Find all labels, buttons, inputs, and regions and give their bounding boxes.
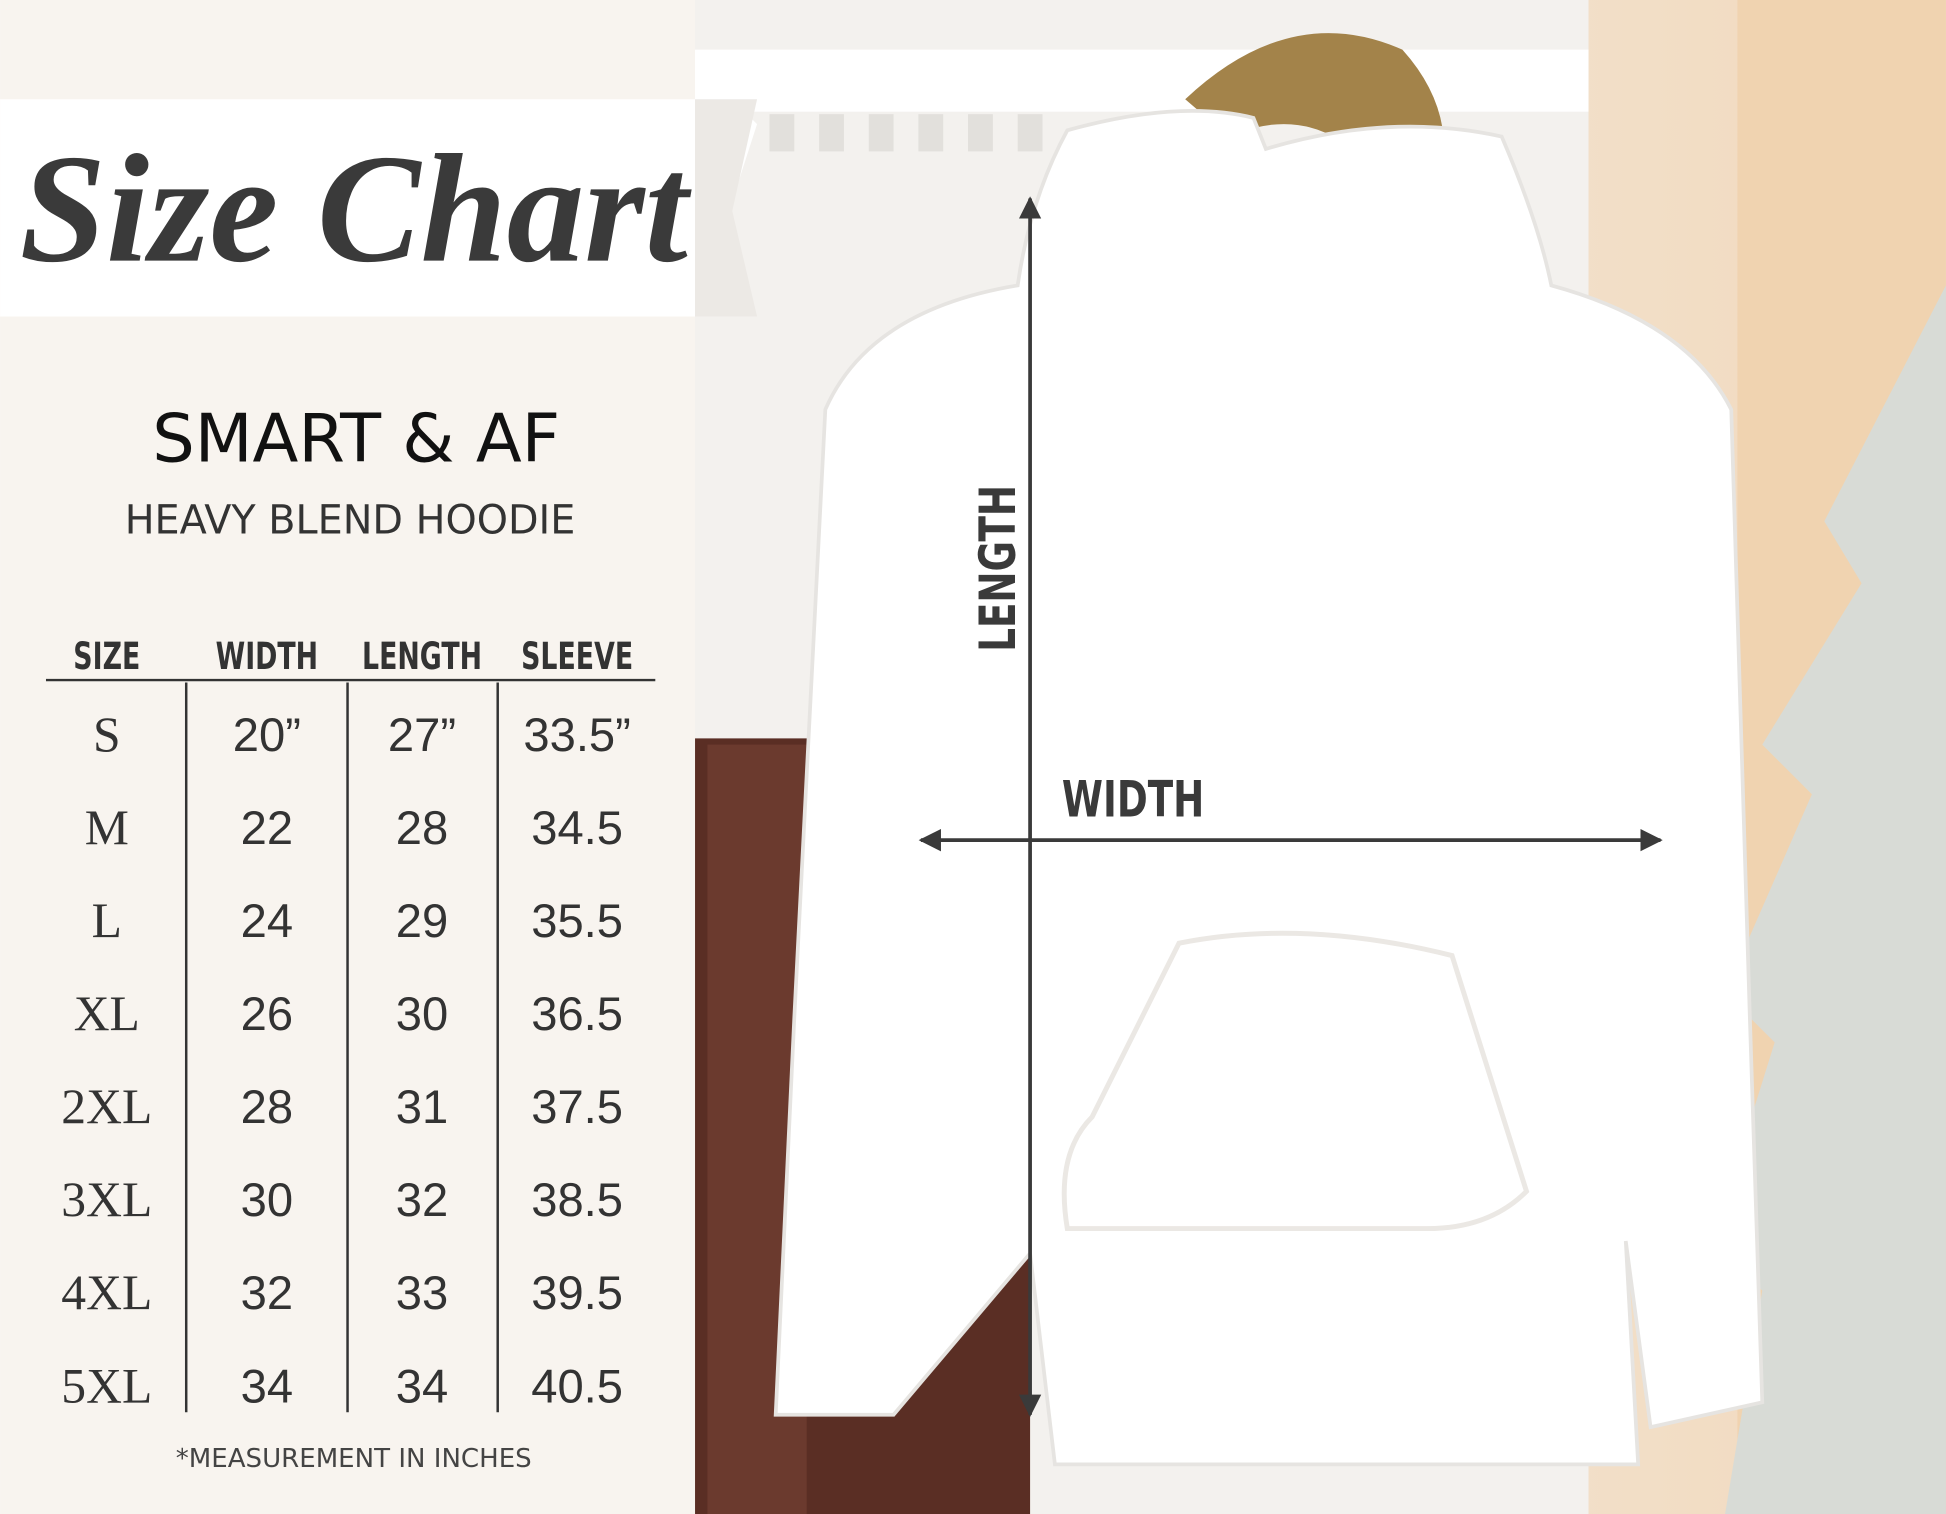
pocket xyxy=(1061,930,1530,1232)
mantel-shelf xyxy=(695,49,1589,112)
size-cell: M xyxy=(85,800,129,855)
size-cell: 4XL xyxy=(61,1265,152,1320)
banner xyxy=(0,99,758,317)
size-cell: XL xyxy=(74,986,140,1041)
measure-cell: 28 xyxy=(396,801,448,854)
product: HEAVY BLEND HOODIE xyxy=(125,498,576,544)
column-header: SIZE xyxy=(73,634,140,678)
size-cell: 5XL xyxy=(61,1358,152,1413)
size-cell: L xyxy=(92,893,122,948)
size-cell: S xyxy=(93,707,121,762)
measure-cell: 32 xyxy=(241,1266,293,1319)
measure-cell: 32 xyxy=(396,1173,448,1226)
hoodie xyxy=(773,109,1765,1467)
length-label: LENGTH xyxy=(970,485,1028,652)
size-table: SIZE WIDTH LENGTH SLEEVE S 20” 27” 33.5” M 22 28 34… xyxy=(61,634,633,1413)
measure-cell: 24 xyxy=(241,894,293,947)
measure-cell: 28 xyxy=(241,1080,293,1133)
measure-cell: 39.5 xyxy=(531,1266,623,1319)
measure-cell: 33 xyxy=(396,1266,448,1319)
measure-cell: 20” xyxy=(233,708,301,761)
measure-cell: 40.5 xyxy=(531,1359,623,1412)
measure-cell: 22 xyxy=(241,801,293,854)
measure-cell: 37.5 xyxy=(531,1080,623,1133)
measure-cell: 34 xyxy=(396,1359,448,1412)
column-header: WIDTH xyxy=(216,634,318,678)
measure-cell: 29 xyxy=(396,894,448,947)
column-header: LENGTH xyxy=(362,634,482,678)
banner-tail xyxy=(695,99,758,317)
column-header: SLEEVE xyxy=(521,634,633,678)
measure-cell: 30 xyxy=(396,987,448,1040)
brand: SMART & AF xyxy=(152,400,560,478)
footnote: *MEASUREMENT IN INCHES xyxy=(176,1444,532,1474)
title: Size Chart xyxy=(20,123,692,295)
size-cell: 3XL xyxy=(61,1172,152,1227)
measure-cell: 38.5 xyxy=(531,1173,623,1226)
measure-cell: 34 xyxy=(241,1359,293,1412)
width-label: WIDTH xyxy=(1062,771,1204,829)
measure-cell: 33.5” xyxy=(523,708,630,761)
tree xyxy=(1712,285,1946,1514)
measure-cell: 30 xyxy=(241,1173,293,1226)
measure-cell: 31 xyxy=(396,1080,448,1133)
measure-cell: 27” xyxy=(388,708,456,761)
measure-cell: 35.5 xyxy=(531,894,623,947)
dentil xyxy=(769,114,1043,152)
measure-cell: 26 xyxy=(241,987,293,1040)
measure-cell: 36.5 xyxy=(531,987,623,1040)
size-cell: 2XL xyxy=(61,1079,152,1134)
measure-cell: 34.5 xyxy=(531,801,623,854)
